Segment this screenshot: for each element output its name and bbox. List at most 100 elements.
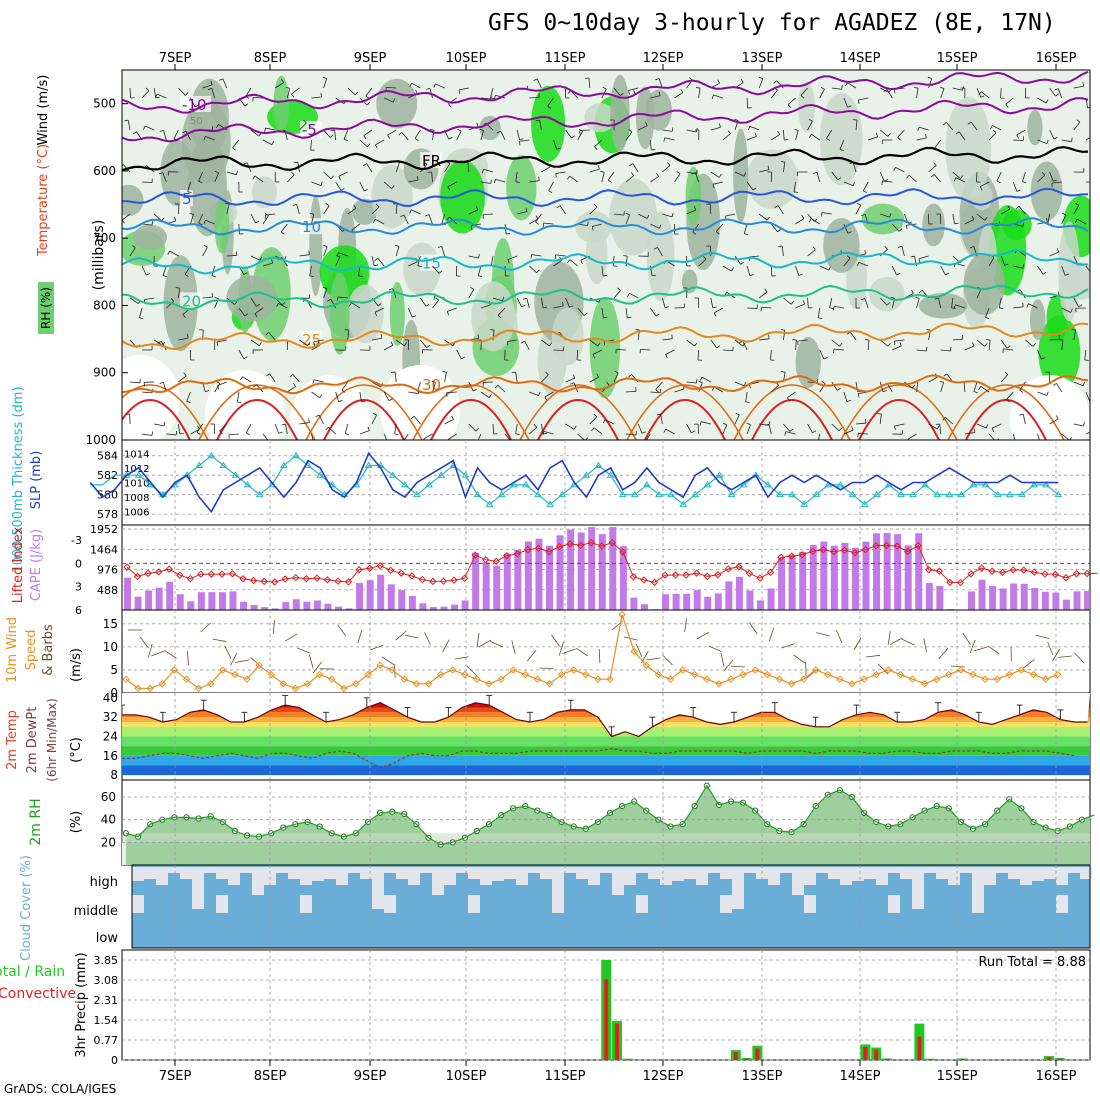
upper-wind-barb (408, 391, 419, 394)
isotherm-label-bg (420, 376, 442, 393)
wind-speed-point (654, 670, 663, 679)
surface-wind-barb (139, 636, 149, 649)
warm-isotherm-loop (733, 384, 851, 440)
cape-bar (830, 545, 838, 610)
wind-speed-point (1017, 666, 1026, 674)
upper-wind-barb (311, 433, 314, 440)
upper-wind-barb (250, 129, 260, 137)
upper-wind-barb-flag (425, 303, 430, 307)
upper-wind-barb (629, 292, 639, 299)
upper-wind-barb (447, 307, 457, 312)
wind-speed-point (436, 670, 445, 679)
upper-wind-barb (480, 181, 491, 184)
cape-bar (461, 600, 469, 610)
upper-wind-barb-flag (547, 105, 552, 109)
upper-wind-barb (855, 205, 862, 215)
upper-wind-barb-flag (960, 175, 964, 179)
wind-speed-point (364, 670, 372, 679)
upper-wind-barb (1037, 265, 1044, 275)
upper-wind-barb-flag (205, 390, 210, 393)
li-point (650, 578, 659, 587)
cloud-clear-middle (468, 895, 480, 913)
li-point (1030, 568, 1039, 576)
surface-wind-barb (923, 638, 927, 653)
upper-wind-barb-flag (915, 296, 920, 299)
upper-wind-barb-flag (794, 128, 799, 131)
upper-wind-barb (1073, 121, 1081, 131)
upper-wind-barb-flag (354, 91, 359, 96)
upper-wind-barb-flag (189, 212, 194, 215)
upper-wind-barb-flag (395, 244, 400, 247)
upper-wind-barb-flag (530, 254, 532, 259)
upper-wind-barb-flag (1019, 389, 1024, 393)
upper-wind-barb-flag (861, 298, 866, 301)
wind-speed-point (291, 684, 300, 693)
upper-wind-barb-flag (767, 165, 770, 170)
upper-wind-barb-flag (887, 342, 891, 347)
cape-bar (514, 549, 522, 610)
upper-wind-barb (313, 379, 324, 383)
upper-wind-barb (411, 82, 421, 89)
cloud-clear-high (408, 867, 420, 885)
upper-wind-barb (904, 381, 913, 389)
upper-wind-barb-flag (308, 250, 310, 255)
upper-wind-barb-flag (740, 261, 745, 265)
upper-wind-barb (781, 246, 784, 257)
surface-wind-barb (312, 661, 322, 674)
rh-blob (610, 74, 630, 152)
upper-wind-barb (458, 87, 469, 91)
upper-wind-barb (589, 416, 598, 425)
upper-wind-barb (347, 207, 357, 215)
surface-wind-barb (235, 659, 250, 663)
upper-wind-barb (548, 181, 554, 191)
upper-wind-barb-flag (556, 205, 561, 209)
upper-wind-barb (843, 97, 848, 108)
upper-wind-barb (952, 87, 963, 91)
upper-wind-barb (541, 423, 544, 434)
cape-bar (482, 562, 490, 610)
upper-wind-barb (178, 203, 180, 215)
cape-bar (240, 601, 248, 610)
cloud-clear-high (1044, 867, 1056, 879)
upper-wind-barb (347, 87, 356, 96)
upper-wind-barb-flag (712, 306, 717, 309)
upper-wind-barb (1019, 381, 1026, 391)
upper-wind-barb-flag (780, 161, 785, 163)
isotherm-label: 10 (302, 218, 321, 236)
surface-wind-barb (164, 650, 177, 659)
cape-bar (271, 608, 279, 610)
upper-wind-barb (441, 246, 445, 257)
upper-wind-barb (467, 162, 470, 173)
upper-wind-barb-flag (373, 264, 379, 267)
surface-wind-barb (478, 639, 492, 648)
upper-wind-barb (1073, 205, 1080, 215)
top-day-label: 12SEP (643, 51, 684, 66)
upper-wind-barb-flag (846, 399, 851, 402)
rh-side-label: RH (%) (39, 287, 53, 329)
upper-wind-barb-flag (365, 95, 370, 99)
upper-wind-barb-flag (1093, 426, 1095, 430)
upper-wind-barb (601, 172, 605, 183)
upper-wind-barb (569, 259, 578, 267)
upper-wind-barb (646, 433, 651, 440)
upper-wind-barb (163, 130, 167, 141)
upper-wind-barb-flag (653, 246, 658, 250)
upper-wind-barb-flag (655, 313, 660, 317)
upper-wind-barb (897, 129, 905, 138)
upper-wind-barb-flag (978, 386, 982, 391)
upper-wind-barb-flag (1022, 264, 1025, 269)
upper-wind-barb (311, 181, 321, 186)
upper-wind-barb (565, 297, 570, 308)
upper-wind-barb (660, 414, 663, 425)
upper-wind-barb-flag (656, 413, 661, 416)
upper-wind-barb (637, 423, 643, 434)
upper-wind-barb-flag (973, 428, 976, 433)
upper-wind-barb-flag (1076, 119, 1081, 123)
upper-wind-barb-flag (839, 342, 843, 347)
cape-bar (324, 603, 332, 610)
upper-wind-barb-flag (307, 342, 311, 346)
surface-wind-barb (297, 647, 311, 654)
upper-wind-barb-flag (252, 175, 256, 180)
cloud-clear-high (468, 867, 480, 879)
